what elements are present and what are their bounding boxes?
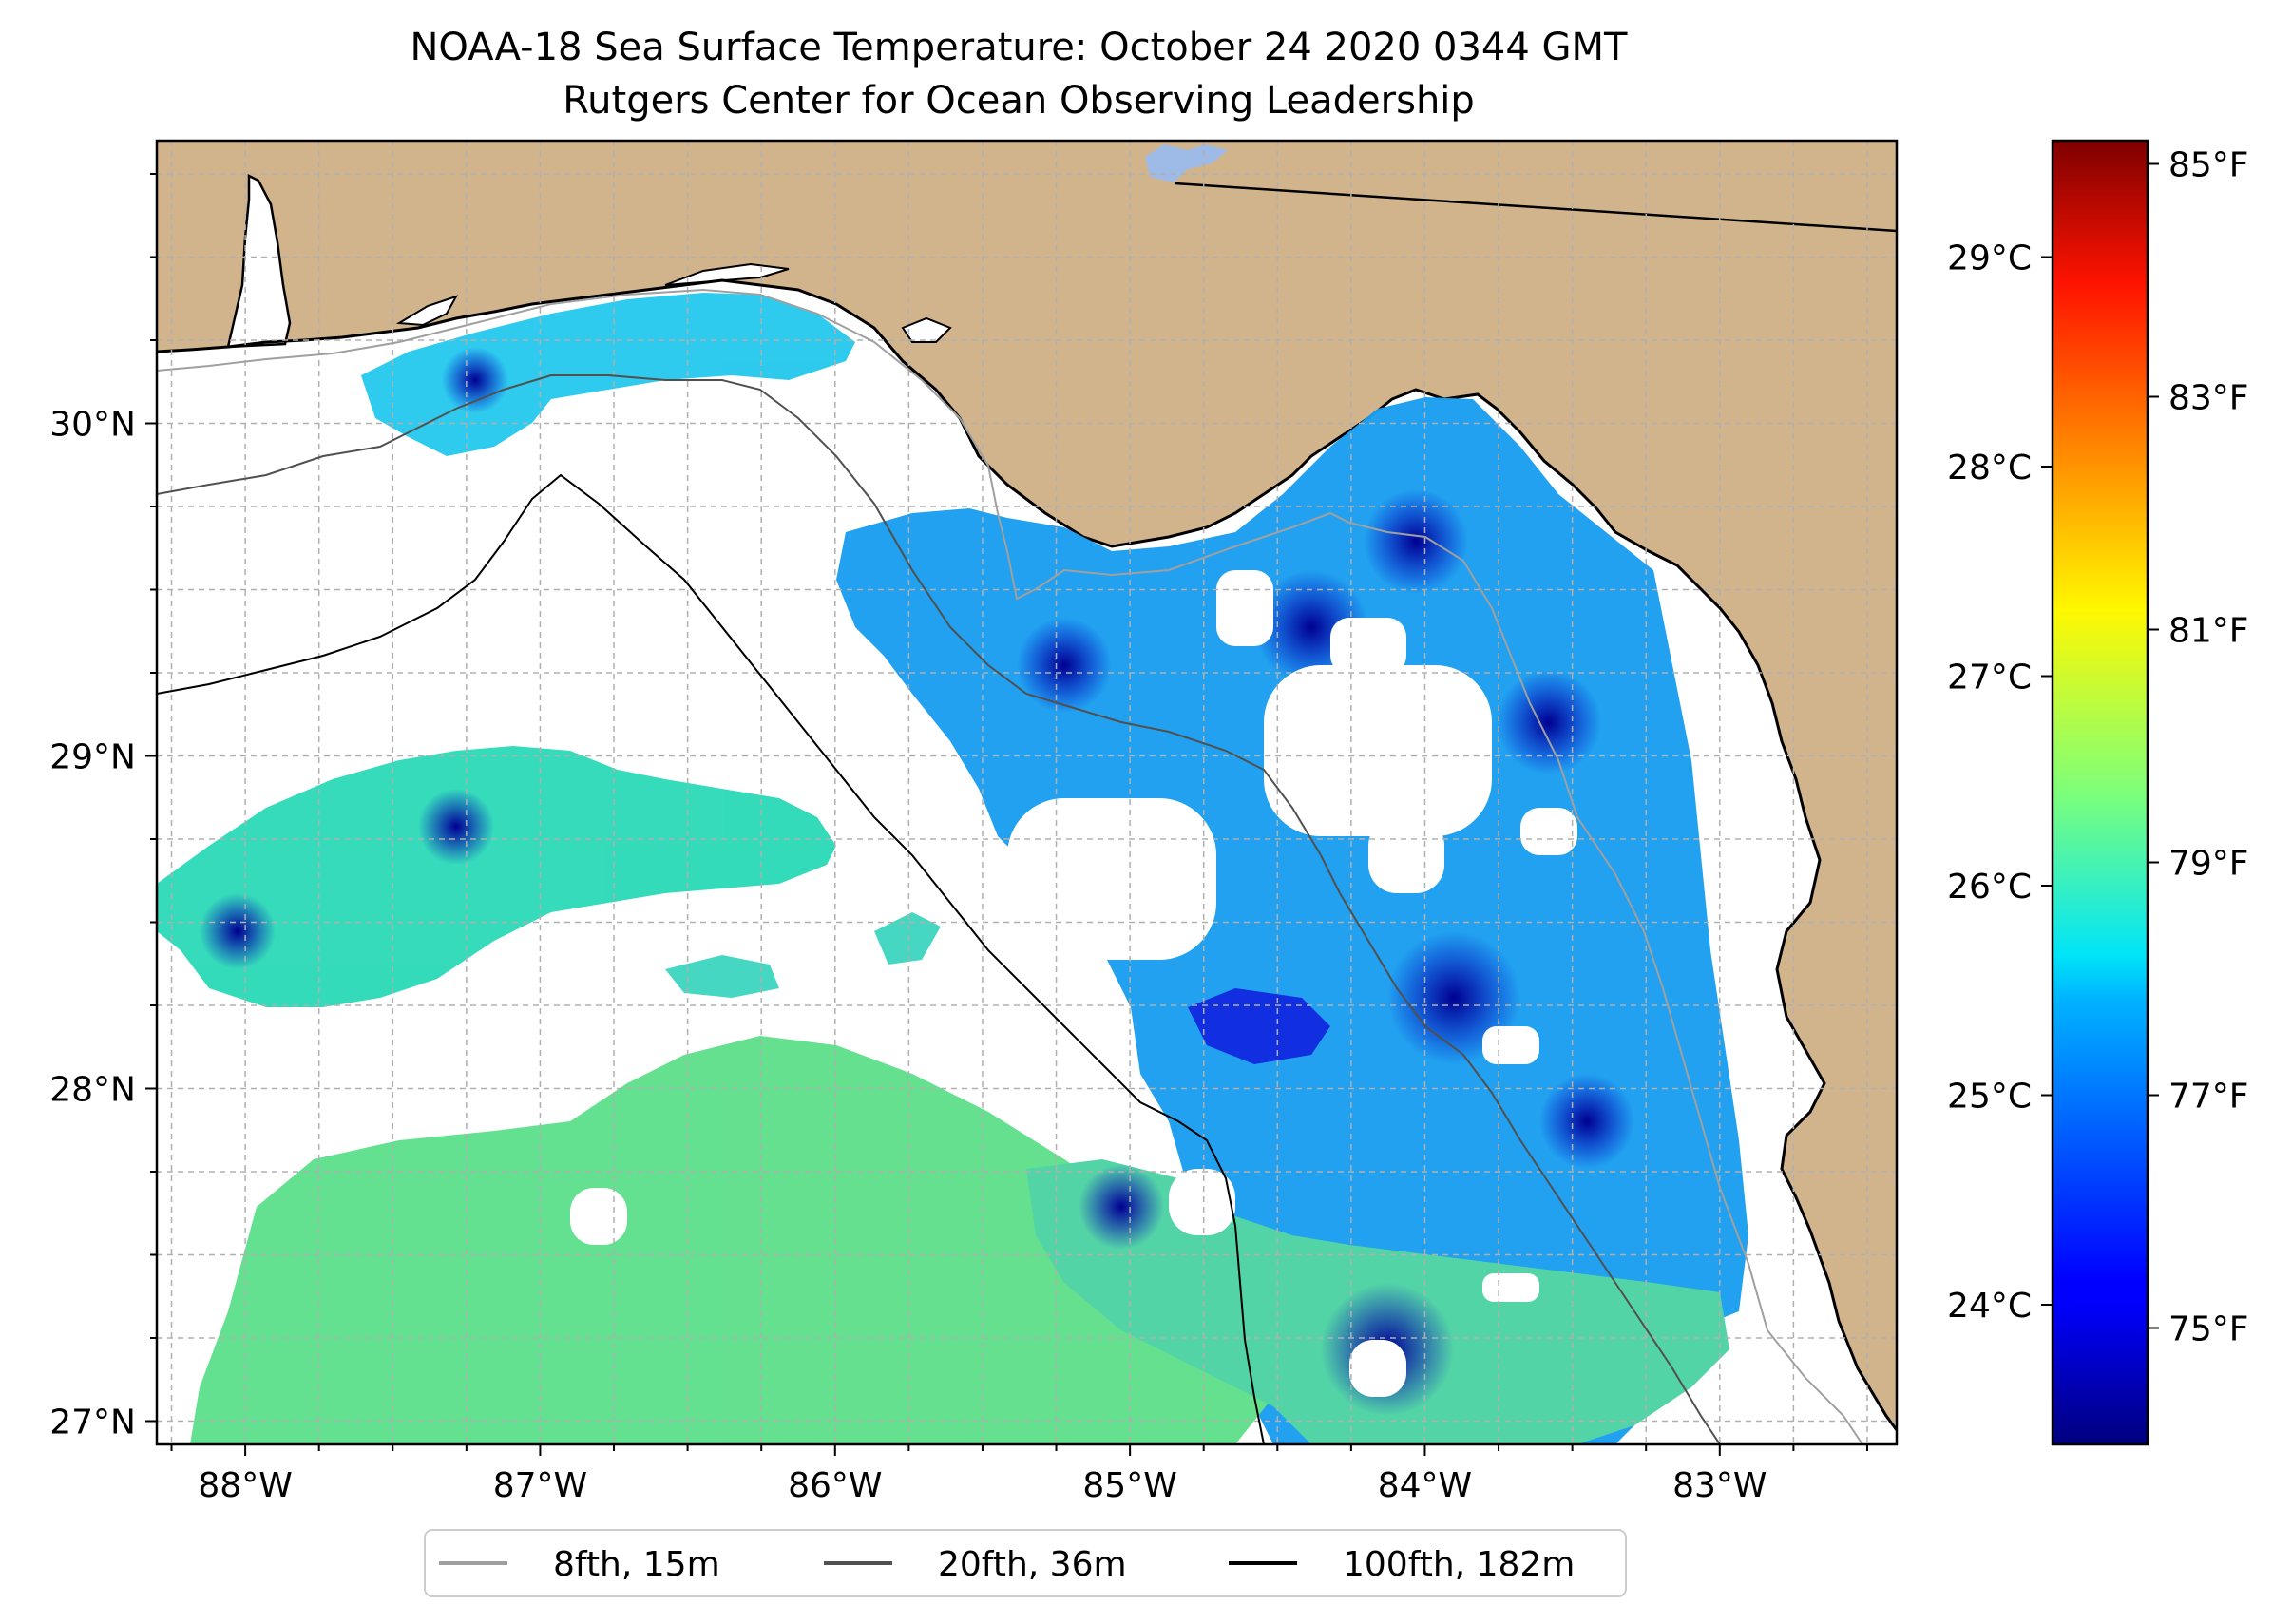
sst-patch-small-2: [874, 912, 941, 965]
isobath-legend: 8fth, 15m 20fth, 36m 100fth, 182m: [424, 1529, 1627, 1597]
x-tick-label: 85°W: [1082, 1466, 1176, 1505]
cloud-gap: [1216, 570, 1273, 646]
colorbar-label-f: 85°F: [2168, 146, 2249, 185]
cloud-gap: [1482, 1273, 1539, 1302]
colorbar-label-c: 26°C: [1947, 868, 2032, 907]
cold-spot: [1539, 1074, 1634, 1169]
cold-spot: [1079, 1164, 1164, 1250]
cloud-gap: [570, 1188, 627, 1245]
cold-spot: [442, 347, 508, 413]
state-border: [1174, 182, 1897, 233]
y-tick-label: 28°N: [49, 1071, 136, 1110]
legend-label: 8fth, 15m: [553, 1545, 720, 1584]
y-tick-label: 27°N: [49, 1404, 136, 1442]
sst-patch-west: [157, 746, 836, 1007]
land-mass: [157, 141, 1897, 1430]
colorbar-label-c: 27°C: [1947, 659, 2032, 697]
legend-label: 100fth, 182m: [1343, 1545, 1575, 1584]
colorbar-label-c: 28°C: [1947, 449, 2032, 487]
cloud-gap: [1330, 618, 1406, 675]
figure-subtitle: Rutgers Center for Ocean Observing Leade…: [563, 79, 1475, 123]
map-frame: [155, 139, 1899, 1446]
cold-spot: [1364, 489, 1468, 594]
x-tick-label: 88°W: [198, 1466, 292, 1505]
sst-patch-southwest: [190, 1036, 1292, 1444]
colorbar-label-c: 25°C: [1947, 1078, 2032, 1117]
map-area: [157, 141, 1897, 1444]
cloud-gap: [1482, 1026, 1539, 1064]
isobath-100fth: [157, 473, 1265, 1444]
cloud-gap: [1520, 808, 1577, 855]
lake-seminole: [1145, 144, 1228, 182]
cold-spot: [418, 789, 494, 865]
x-tick-label: 84°W: [1378, 1466, 1472, 1505]
cold-spot: [1017, 618, 1112, 713]
cloud-gap: [1007, 798, 1216, 960]
colorbar-label-c: 29°C: [1947, 239, 2032, 278]
y-tick-label: 30°N: [49, 406, 136, 445]
x-tick-label: 87°W: [493, 1466, 587, 1505]
colorbar-label-f: 83°F: [2168, 379, 2249, 418]
x-tick-label: 86°W: [788, 1466, 882, 1505]
cloud-gap: [1264, 665, 1492, 836]
y-tick-label: 29°N: [49, 738, 136, 777]
colorbar-label-f: 79°F: [2168, 845, 2249, 884]
sst-patch-small-3: [1188, 988, 1330, 1064]
colorbar: 75°F 77°F 79°F 81°F 83°F 85°F 24°C 25°C 26°C 27°C…: [1947, 139, 2249, 1446]
sst-patch-small-1: [665, 955, 779, 998]
colorbar-label-f: 77°F: [2168, 1078, 2249, 1117]
cold-spot: [200, 893, 276, 969]
legend-box: [424, 1529, 1627, 1597]
isobath-8fth: [157, 288, 1863, 1444]
isobath-20fth: [157, 374, 1721, 1444]
pensacola-bay: [395, 295, 459, 327]
map-gridlines: [157, 141, 1897, 1444]
map-axis-ticks: 88°W 87°W 86°W 85°W 84°W 83°W 30°N 29°N 28°N 27°N: [49, 173, 1868, 1505]
figure-title: NOAA-18 Sea Surface Temperature: October…: [411, 26, 1629, 69]
x-tick-label: 83°W: [1672, 1466, 1767, 1505]
colorbar-label-f: 75°F: [2168, 1310, 2249, 1349]
cold-spots: [200, 347, 1634, 1416]
cloud-gap: [1169, 1169, 1235, 1235]
colorbar-label-f: 81°F: [2168, 612, 2249, 651]
colorbar-label-c: 24°C: [1947, 1287, 2032, 1326]
legend-label: 20fth, 36m: [938, 1545, 1127, 1584]
cold-spot: [1497, 670, 1601, 774]
colorbar-gradient: [2051, 139, 2149, 1446]
cloud-gap: [1349, 1340, 1406, 1397]
cloud-gap: [1368, 817, 1444, 893]
